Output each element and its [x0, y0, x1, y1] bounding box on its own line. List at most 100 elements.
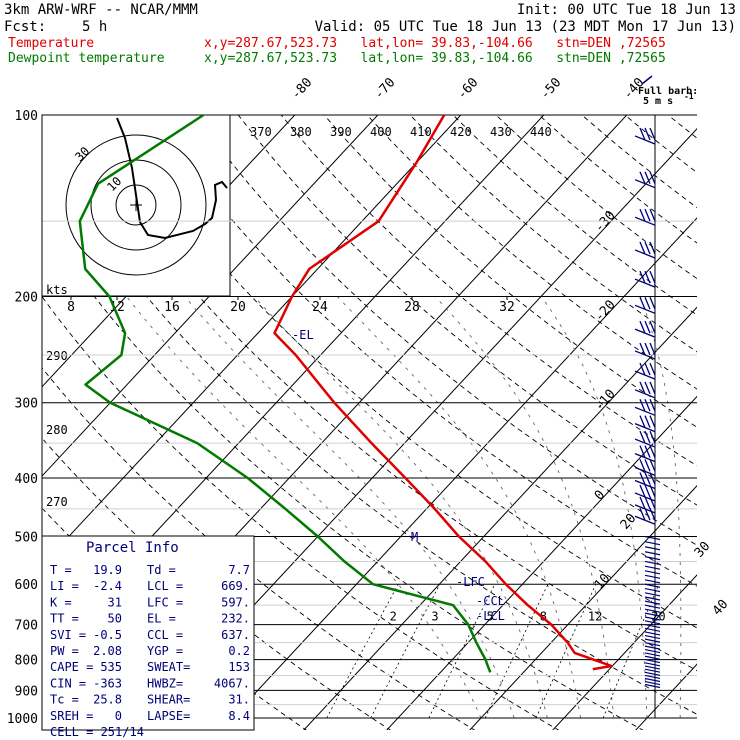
isotherm-label: 0 — [592, 488, 608, 504]
wind-barb-feather — [639, 430, 646, 444]
wind-barb-feather — [639, 445, 646, 458]
hodograph-ring-inner — [115, 184, 157, 226]
pressure-tick-label: 800 — [15, 654, 38, 669]
wind-barb — [644, 668, 661, 673]
wind-barb — [644, 662, 661, 667]
wind-barb-feather — [644, 297, 651, 310]
parcel-key: LAPSE= — [147, 709, 190, 723]
wind-barb-feather — [649, 472, 656, 485]
theta-label: 270 — [46, 495, 68, 509]
legend-value: 5 m s — [643, 96, 673, 107]
wind-barb-feather — [649, 127, 656, 141]
wind-barb — [644, 556, 661, 561]
wind-barb — [644, 546, 661, 551]
wind-barb-feather — [649, 415, 656, 428]
isotherm-line — [469, 485, 697, 730]
wind-barb-feather — [649, 381, 656, 395]
model-title: 3km ARW-WRF -- NCAR/MMM — [4, 2, 198, 18]
parcel-key: PW = — [50, 644, 79, 658]
parcel-key: K = — [50, 595, 72, 609]
hodograph-speed-label: 32 — [499, 300, 515, 315]
wind-barb — [644, 631, 661, 636]
wind-barb-feather — [639, 270, 646, 284]
level-annotation: -CCL — [476, 594, 505, 608]
parcel-value: 50 — [108, 612, 122, 626]
mixing-ratio-label: 3 — [431, 610, 438, 624]
hodograph-speed-label: 20 — [230, 300, 246, 315]
parcel-title: Parcel Info — [86, 540, 179, 556]
wind-barb-feather — [639, 484, 646, 498]
level-annotation: -EL — [292, 328, 314, 342]
dewpoint-legend: Dewpoint temperature — [8, 51, 165, 66]
parcel-value: 4067. — [214, 676, 250, 690]
wind-barb-feather — [639, 362, 646, 376]
theta-label: 390 — [330, 125, 352, 139]
sounding-series — [78, 115, 613, 673]
hodograph-speed-label: 8 — [67, 300, 75, 315]
theta-labels: 370 380 390 400 410 420 430 440 290 280 270 — [46, 125, 552, 509]
wind-barb — [644, 616, 661, 621]
parcel-value: -363 — [93, 676, 122, 690]
wind-barb — [644, 560, 661, 566]
wind-barb-feather — [639, 459, 646, 472]
moist-adiabat-line — [253, 296, 548, 719]
pressure-tick-label: 1000 — [7, 712, 38, 727]
temperature-trace — [273, 115, 613, 671]
pressure-tick-label: 200 — [15, 291, 38, 306]
wind-barb-feather — [639, 171, 646, 184]
parcel-value: 535 — [100, 660, 122, 674]
isotherm-label: 10 — [592, 571, 614, 593]
parcel-panel-frame — [41, 535, 255, 731]
theta-label: 380 — [290, 125, 312, 139]
wind-barb-feather — [649, 496, 656, 510]
wind-barb-feather — [649, 459, 656, 472]
wind-barb-feather — [639, 472, 646, 485]
level-annotations: -EL M -LFC -CCL-LCL — [292, 328, 505, 623]
pressure-tick-label: 100 — [15, 109, 38, 124]
wind-barb-feather — [644, 459, 651, 472]
parcel-key: SWEAT= — [147, 660, 190, 674]
parcel-key: HWBZ= — [147, 676, 183, 690]
legend-barb — [641, 75, 653, 85]
isotherm-label: -70 — [372, 75, 399, 102]
wind-barb — [644, 551, 661, 556]
wind-barb — [644, 648, 661, 654]
mixing-ratio-labels: 2 3 5 8 12 20 — [390, 610, 666, 624]
wind-barb — [644, 642, 661, 647]
parcel-value: 232. — [221, 612, 250, 626]
mixing-ratio-label: 12 — [588, 610, 602, 624]
wind-barb-feather — [644, 171, 651, 184]
theta-label: 290 — [46, 349, 68, 363]
isotherm-label: 40 — [710, 597, 732, 619]
dewpoint-location: x,y=287.67,523.73 lat,lon= 39.83,-104.66… — [204, 51, 666, 66]
level-annotation: -LCL — [476, 609, 505, 623]
temperature-legend: Temperature — [8, 36, 95, 51]
wind-barb-feather — [639, 241, 646, 255]
wind-barb-feather — [649, 342, 656, 356]
hodograph-units: kts — [46, 283, 68, 297]
parcel-value: 637. — [221, 628, 250, 642]
mixing-ratio-line — [428, 584, 496, 719]
wind-barb-feather — [644, 241, 651, 255]
wind-barb — [644, 620, 661, 625]
moist-adiabat-line — [336, 296, 582, 719]
pressure-tick-label: 900 — [15, 684, 38, 699]
wind-barb-feather — [639, 297, 646, 310]
mixing-ratio-line — [535, 584, 597, 719]
dry-adiabat-line — [624, 115, 697, 174]
parcel-value: 25.8 — [93, 693, 122, 707]
isotherm-line — [718, 57, 740, 731]
parcel-value: 597. — [221, 595, 250, 609]
wind-barb-feather — [639, 415, 646, 428]
wind-barb-feather — [644, 430, 651, 444]
wind-barb-feather — [649, 241, 656, 255]
wind-barb-feather — [649, 362, 656, 376]
wind-barb-feather — [649, 270, 656, 284]
hodograph-speed-label: 28 — [404, 300, 420, 315]
isotherm-line — [386, 395, 697, 730]
wind-barb-feather — [649, 484, 656, 498]
legend-title: Full barb: — [638, 86, 698, 97]
parcel-key: CAPE = — [50, 660, 93, 674]
pressure-tick-label: 500 — [15, 530, 38, 545]
